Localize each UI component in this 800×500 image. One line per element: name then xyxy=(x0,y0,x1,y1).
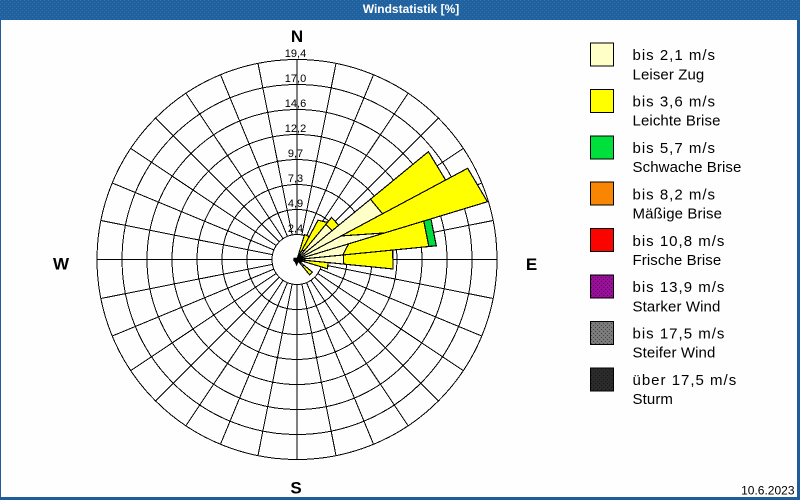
svg-text:bis 3,6 m/s: bis 3,6 m/s xyxy=(633,94,717,111)
svg-text:bis 10,8 m/s: bis 10,8 m/s xyxy=(633,233,726,250)
svg-text:bis 17,5 m/s: bis 17,5 m/s xyxy=(633,326,726,343)
svg-text:Sturm: Sturm xyxy=(633,391,674,408)
svg-text:bis 5,7 m/s: bis 5,7 m/s xyxy=(633,140,717,157)
svg-text:19,4: 19,4 xyxy=(285,48,306,60)
svg-text:Schwache Brise: Schwache Brise xyxy=(633,159,742,176)
svg-text:E: E xyxy=(526,255,537,274)
svg-text:Frische Brise: Frische Brise xyxy=(633,252,722,269)
svg-text:bis 13,9 m/s: bis 13,9 m/s xyxy=(633,279,726,296)
svg-text:bis 8,2 m/s: bis 8,2 m/s xyxy=(633,186,717,203)
svg-text:17,0: 17,0 xyxy=(285,73,306,85)
svg-text:Mäßige Brise: Mäßige Brise xyxy=(633,206,723,223)
svg-text:9,7: 9,7 xyxy=(288,148,303,160)
svg-text:12,2: 12,2 xyxy=(285,123,306,135)
svg-text:7,3: 7,3 xyxy=(288,173,303,185)
svg-text:2,4: 2,4 xyxy=(288,223,303,235)
svg-text:10.6.2023: 10.6.2023 xyxy=(741,484,795,498)
svg-text:Starker Wind: Starker Wind xyxy=(633,298,721,315)
svg-text:bis 2,1 m/s: bis 2,1 m/s xyxy=(633,47,717,64)
svg-text:S: S xyxy=(290,479,301,498)
svg-text:14,6: 14,6 xyxy=(285,98,306,110)
svg-text:N: N xyxy=(291,27,303,46)
svg-text:W: W xyxy=(53,255,70,274)
svg-text:4,9: 4,9 xyxy=(288,198,303,210)
svg-text:über 17,5 m/s: über 17,5 m/s xyxy=(633,372,738,389)
svg-text:Leichte Brise: Leichte Brise xyxy=(633,113,721,130)
svg-text:Steifer Wind: Steifer Wind xyxy=(633,345,716,362)
svg-text:Leiser Zug: Leiser Zug xyxy=(633,66,705,83)
